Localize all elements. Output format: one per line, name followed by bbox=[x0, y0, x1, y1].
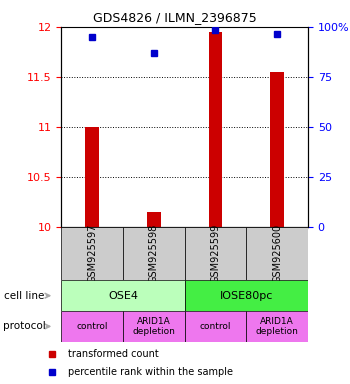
Bar bbox=[147, 212, 161, 227]
Text: GSM925598: GSM925598 bbox=[149, 224, 159, 283]
Bar bbox=[185, 280, 308, 311]
Bar bbox=[185, 311, 246, 342]
Text: OSE4: OSE4 bbox=[108, 291, 138, 301]
Text: ARID1A
depletion: ARID1A depletion bbox=[132, 317, 175, 336]
Text: GSM925597: GSM925597 bbox=[87, 224, 97, 283]
Bar bbox=[209, 32, 222, 227]
Text: GSM925600: GSM925600 bbox=[272, 224, 282, 283]
Text: protocol: protocol bbox=[4, 321, 46, 331]
Text: GSM925599: GSM925599 bbox=[210, 224, 220, 283]
Bar bbox=[185, 227, 246, 280]
Bar bbox=[85, 127, 99, 227]
Text: GDS4826 / ILMN_2396875: GDS4826 / ILMN_2396875 bbox=[93, 12, 257, 25]
Bar bbox=[246, 311, 308, 342]
Bar bbox=[123, 227, 185, 280]
Bar bbox=[270, 72, 284, 227]
Bar bbox=[123, 311, 185, 342]
Text: control: control bbox=[76, 322, 108, 331]
Text: percentile rank within the sample: percentile rank within the sample bbox=[68, 367, 232, 377]
Bar bbox=[61, 280, 185, 311]
Bar bbox=[61, 227, 123, 280]
Text: ARID1A
depletion: ARID1A depletion bbox=[256, 317, 299, 336]
Text: IOSE80pc: IOSE80pc bbox=[220, 291, 273, 301]
Text: transformed count: transformed count bbox=[68, 349, 158, 359]
Text: cell line: cell line bbox=[4, 291, 44, 301]
Bar bbox=[246, 227, 308, 280]
Bar bbox=[61, 311, 123, 342]
Text: control: control bbox=[200, 322, 231, 331]
